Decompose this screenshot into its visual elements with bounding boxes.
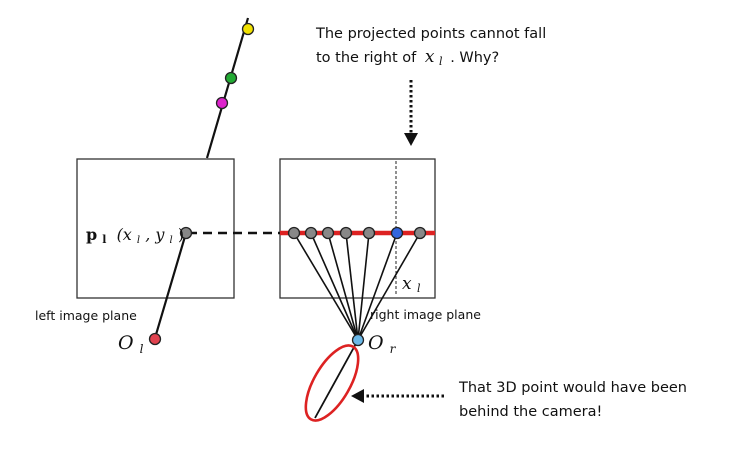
projected-point-5 xyxy=(362,226,376,240)
left-image-plane xyxy=(76,158,235,299)
annotation-top-line2: to the right of x l . Why? xyxy=(316,47,499,69)
projection-rays xyxy=(293,232,421,341)
behind-camera-ellipse xyxy=(304,344,360,422)
right-plane-label: right image plane xyxy=(370,307,481,322)
projected-point-1 xyxy=(287,226,301,240)
xl-label: x l xyxy=(402,274,421,295)
left-camera-center xyxy=(148,332,162,346)
behind-camera-ray xyxy=(314,339,359,419)
ray-left-segment xyxy=(153,232,188,339)
point-green xyxy=(224,71,238,85)
projected-point-3 xyxy=(321,226,335,240)
annotation-bottom-line1: That 3D point would have been xyxy=(458,380,687,396)
left-plane-label: left image plane xyxy=(35,308,137,323)
right-image-plane xyxy=(279,158,436,299)
ray-3d-line xyxy=(205,17,250,159)
point-yellow xyxy=(241,22,255,36)
projected-point-6 xyxy=(413,226,427,240)
point-magenta xyxy=(215,96,229,110)
left-center-label: O l xyxy=(118,332,144,356)
projected-point-2 xyxy=(304,226,318,240)
annotation-bottom-line2: behind the camera! xyxy=(459,404,602,420)
projected-point-4 xyxy=(339,226,353,240)
right-center-label: O r xyxy=(368,332,397,356)
projected-point-blue xyxy=(390,226,404,240)
projected-points xyxy=(287,226,427,240)
top-arrow-head xyxy=(404,133,418,146)
left-image-point xyxy=(179,226,193,240)
annotation-top-line1: The projected points cannot fall xyxy=(315,26,546,42)
left-point-label: p l (x l , y l ) xyxy=(86,225,184,247)
right-camera-center xyxy=(351,333,365,347)
bottom-arrow-head xyxy=(351,389,364,403)
